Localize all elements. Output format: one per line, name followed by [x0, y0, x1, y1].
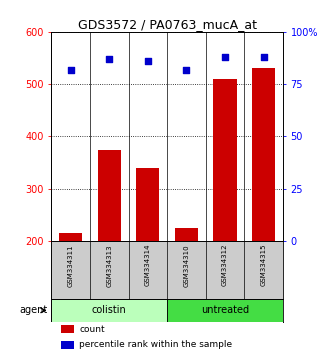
Bar [59, 233, 82, 241]
Bar [252, 68, 275, 241]
Text: GSM334311: GSM334311 [68, 244, 73, 286]
Text: colistin: colistin [92, 306, 126, 315]
Text: GSM334313: GSM334313 [106, 244, 112, 286]
Point [107, 56, 112, 62]
Bar [167, 299, 283, 322]
Bar [98, 149, 121, 241]
Point [145, 58, 151, 64]
Point [184, 67, 189, 72]
Bar [136, 168, 160, 241]
Title: GDS3572 / PA0763_mucA_at: GDS3572 / PA0763_mucA_at [78, 18, 257, 31]
Text: GSM334312: GSM334312 [222, 244, 228, 286]
Text: count: count [79, 325, 105, 334]
Text: percentile rank within the sample: percentile rank within the sample [79, 341, 232, 349]
Point [68, 67, 73, 72]
Bar [213, 79, 237, 241]
Text: GSM334314: GSM334314 [145, 244, 151, 286]
Text: agent: agent [20, 306, 48, 315]
Point [261, 54, 266, 60]
Bar [51, 299, 167, 322]
Bar [61, 325, 74, 333]
Text: GSM334315: GSM334315 [261, 244, 267, 286]
Point [222, 54, 228, 60]
Bar [175, 228, 198, 241]
Text: GSM334310: GSM334310 [183, 244, 189, 286]
Text: untreated: untreated [201, 306, 249, 315]
Bar [61, 341, 74, 349]
